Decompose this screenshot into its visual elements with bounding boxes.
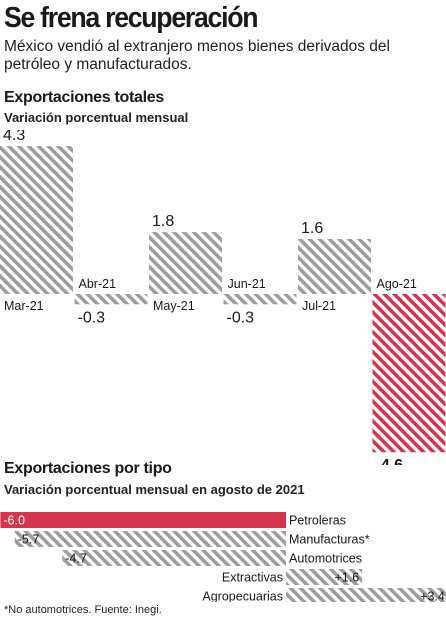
bar-may-21	[149, 232, 222, 294]
value-label: -5.7	[18, 533, 40, 547]
category-label: May-21	[153, 299, 195, 313]
bar-extractivas	[286, 569, 363, 585]
category-label: Extractivas	[222, 571, 283, 585]
bar-jul-21	[298, 238, 371, 294]
value-label: -0.3	[78, 309, 106, 326]
section-title-totales: Exportaciones totales	[4, 89, 164, 106]
category-label: Agropecuarias	[202, 590, 283, 603]
bar-manufacturas	[14, 531, 287, 547]
category-label: Manufacturas*	[289, 533, 370, 547]
value-label: 1.8	[152, 213, 174, 230]
exports-by-type-chart: -6.0 Petroleras -5.7 Manufacturas* -4.7 Autom…	[0, 512, 446, 603]
bar-abr-21	[74, 294, 148, 305]
category-label: Petroleras	[289, 514, 346, 528]
value-label: -0.3	[227, 309, 255, 326]
category-label: Mar-21	[4, 299, 44, 313]
bar-automotrices	[62, 550, 286, 566]
chart-subtitle: México vendió al extranjero menos bienes…	[4, 38, 390, 73]
value-label: -4.7	[65, 552, 87, 566]
value-label: -6.0	[3, 514, 25, 528]
bar-agropecuarias	[286, 588, 446, 602]
monthly-exports-chart: 4.3 Mar-21 -0.3 Abr-21 1.8 May-21 -0.3 Jun-21 1.…	[0, 130, 446, 465]
category-label: Ago-21	[377, 277, 417, 291]
value-label: -4.6	[376, 457, 404, 465]
category-label: Automotrices	[289, 552, 362, 566]
category-label: Jun-21	[228, 277, 266, 291]
bar-mar-21	[0, 146, 73, 294]
section-subtitle-totales: Variación porcentual mensual	[4, 110, 189, 125]
bar-petroleras	[0, 512, 287, 528]
value-label: +1.6	[334, 571, 359, 585]
category-label: Abr-21	[79, 277, 117, 291]
category-label: Jul-21	[302, 299, 336, 313]
chart-title: Se frena recuperación	[4, 2, 259, 34]
bar-jun-21	[223, 294, 297, 305]
footnote: *No automotrices. Fuente: Inegi.	[4, 604, 162, 616]
value-label: 1.6	[301, 220, 323, 237]
section-title-tipo: Exportaciones por tipo	[4, 460, 172, 477]
section-subtitle-tipo: Variación porcentual mensual en agosto d…	[4, 482, 305, 497]
value-label: 4.3	[3, 130, 25, 144]
bar-ago-21	[372, 294, 446, 453]
value-label: +3.4	[420, 590, 445, 603]
